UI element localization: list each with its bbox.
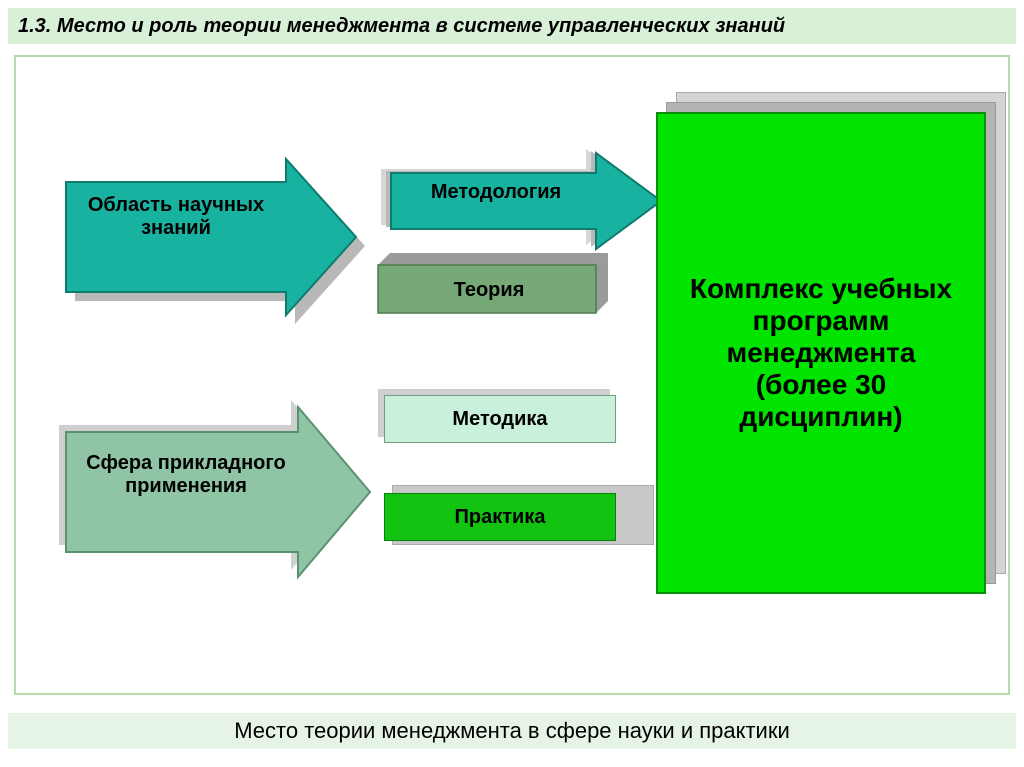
- arrow-applied: Сфера прикладного применения: [66, 432, 356, 552]
- arrow-methodology: Методология: [391, 167, 646, 227]
- box-theory-label: Теория: [384, 279, 594, 302]
- box-practice-label: Практика: [455, 506, 546, 529]
- box-complex: Комплекс учебных программ менеджмента (б…: [656, 112, 986, 594]
- box-complex-front: Комплекс учебных программ менеджмента (б…: [656, 112, 986, 594]
- arrow-methodology-label: Методология: [406, 181, 586, 204]
- box-method-label: Методика: [452, 408, 547, 431]
- arrow-scientific: Область научных знаний: [66, 182, 356, 292]
- footer-bar: Место теории менеджмента в сфере науки и…: [8, 713, 1016, 749]
- box-practice: Практика: [384, 493, 616, 541]
- box-complex-label: Комплекс учебных программ менеджмента (б…: [678, 273, 964, 434]
- footer-text: Место теории менеджмента в сфере науки и…: [234, 718, 790, 744]
- title-text: 1.3. Место и роль теории менеджмента в с…: [18, 15, 785, 38]
- title-bar: 1.3. Место и роль теории менеджмента в с…: [8, 8, 1016, 44]
- box-theory-top: [378, 253, 608, 265]
- box-theory: Теория: [384, 267, 604, 327]
- diagram-canvas: Область научных знаний Сфера прикладного…: [14, 55, 1010, 695]
- box-method: Методика: [384, 395, 616, 443]
- box-method-front: Методика: [384, 395, 616, 443]
- box-practice-front: Практика: [384, 493, 616, 541]
- arrow-scientific-label: Область научных знаний: [76, 194, 276, 240]
- arrow-applied-label: Сфера прикладного применения: [81, 452, 291, 498]
